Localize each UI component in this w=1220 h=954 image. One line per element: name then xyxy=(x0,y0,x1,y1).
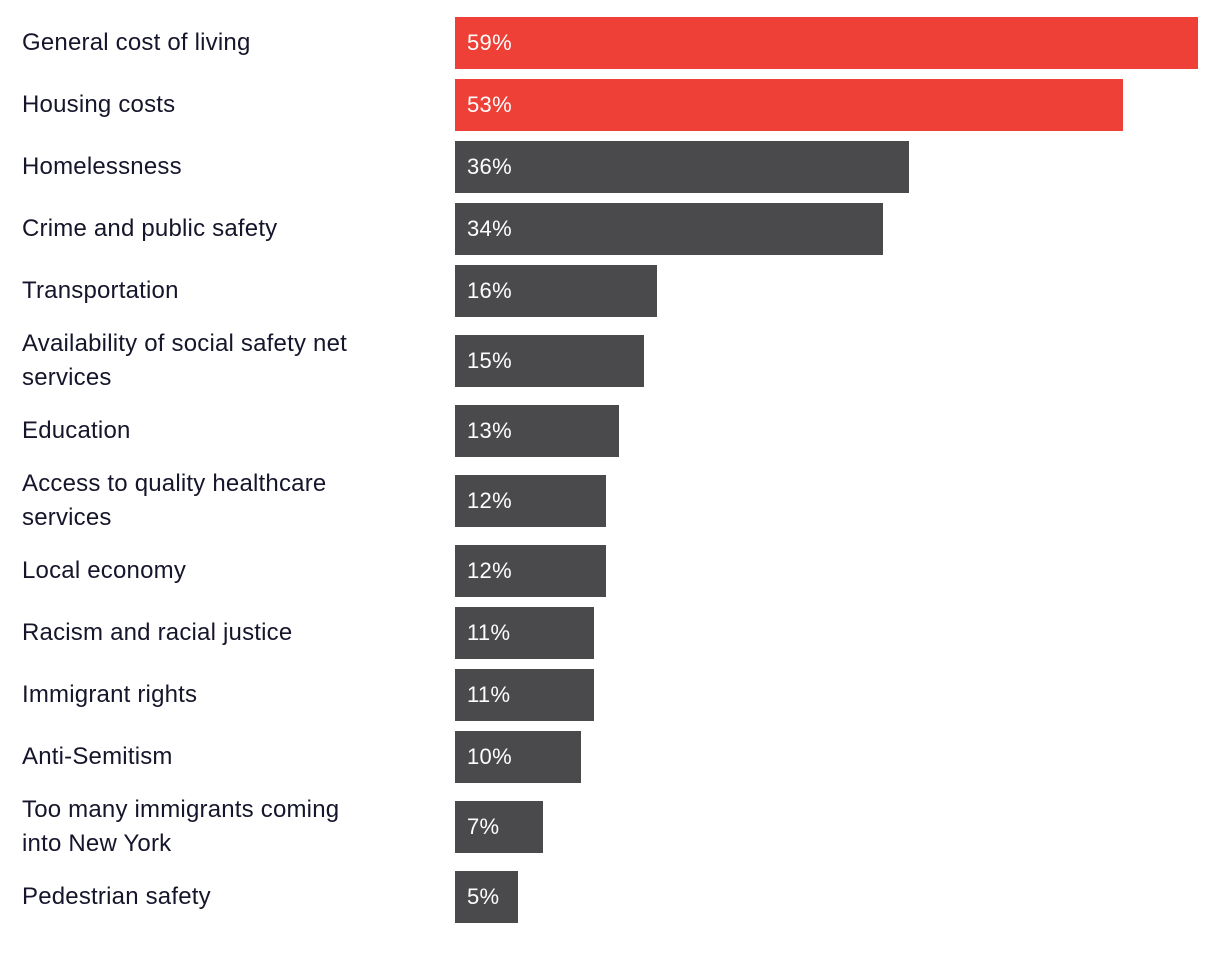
bar-value-label: 16% xyxy=(467,278,512,303)
bar: 10% xyxy=(455,731,581,783)
bar-value-label: 36% xyxy=(467,154,512,179)
chart-row: General cost of living 59% xyxy=(22,17,1220,69)
category-label: Racism and racial justice xyxy=(22,619,293,646)
bar: 53% xyxy=(455,79,1123,131)
category-label: Transportation xyxy=(22,277,179,304)
chart-row: Too many immigrants coming into New York… xyxy=(22,793,1220,861)
chart-row: Anti-Semitism 10% xyxy=(22,731,1220,783)
bar-area: 13% xyxy=(455,405,1220,457)
bar-value-label: 15% xyxy=(467,348,512,373)
bar-area: 36% xyxy=(455,141,1220,193)
bar-area: 11% xyxy=(455,607,1220,659)
bar-area: 12% xyxy=(455,545,1220,597)
chart-row: Immigrant rights 11% xyxy=(22,669,1220,721)
category-label: Crime and public safety xyxy=(22,215,278,242)
bar: 16% xyxy=(455,265,657,317)
category-label: Local economy xyxy=(22,557,187,584)
bar-area: 15% xyxy=(455,335,1220,387)
bar-area: 34% xyxy=(455,203,1220,255)
bar-value-label: 59% xyxy=(467,30,512,55)
bar-value-label: 12% xyxy=(467,488,512,513)
category-label: Availability of social safety net servic… xyxy=(22,330,347,391)
chart-row: Access to quality healthcare services 12… xyxy=(22,467,1220,535)
bar-value-label: 53% xyxy=(467,92,512,117)
chart-row: Pedestrian safety 5% xyxy=(22,871,1220,923)
bar-value-label: 10% xyxy=(467,744,512,769)
bar-chart: General cost of living 59% Housing costs… xyxy=(22,17,1220,923)
bar-area: 5% xyxy=(455,871,1220,923)
bar-area: 7% xyxy=(455,801,1220,853)
bar: 13% xyxy=(455,405,619,457)
category-label: Housing costs xyxy=(22,91,176,118)
bar: 12% xyxy=(455,545,606,597)
bar-value-label: 5% xyxy=(467,884,500,909)
bar: 12% xyxy=(455,475,606,527)
bar: 11% xyxy=(455,669,594,721)
bar-area: 16% xyxy=(455,265,1220,317)
bar-area: 10% xyxy=(455,731,1220,783)
chart-row: Housing costs 53% xyxy=(22,79,1220,131)
category-label: Access to quality healthcare services xyxy=(22,470,327,531)
bar-value-label: 11% xyxy=(467,682,511,707)
bar: 36% xyxy=(455,141,909,193)
chart-row: Crime and public safety 34% xyxy=(22,203,1220,255)
bar-value-label: 34% xyxy=(467,216,512,241)
chart-row: Availability of social safety net servic… xyxy=(22,327,1220,395)
bar: 59% xyxy=(455,17,1198,69)
chart-row: Homelessness 36% xyxy=(22,141,1220,193)
chart-row: Local economy 12% xyxy=(22,545,1220,597)
bar-area: 12% xyxy=(455,475,1220,527)
category-label: General cost of living xyxy=(22,29,251,56)
bar: 5% xyxy=(455,871,518,923)
category-label: Anti-Semitism xyxy=(22,743,173,770)
bar-area: 11% xyxy=(455,669,1220,721)
bar: 34% xyxy=(455,203,883,255)
bar-value-label: 12% xyxy=(467,558,512,583)
bar: 7% xyxy=(455,801,543,853)
category-label: Immigrant rights xyxy=(22,681,198,708)
category-label: Education xyxy=(22,417,131,444)
bar-value-label: 13% xyxy=(467,418,512,443)
chart-row: Racism and racial justice 11% xyxy=(22,607,1220,659)
category-label: Homelessness xyxy=(22,153,182,180)
bar-value-label: 11% xyxy=(467,620,511,645)
bar-area: 59% xyxy=(455,17,1220,69)
bar-value-label: 7% xyxy=(467,814,500,839)
category-label: Pedestrian safety xyxy=(22,883,211,910)
chart-row: Transportation 16% xyxy=(22,265,1220,317)
bar-area: 53% xyxy=(455,79,1220,131)
bar: 15% xyxy=(455,335,644,387)
bar: 11% xyxy=(455,607,594,659)
chart-row: Education 13% xyxy=(22,405,1220,457)
category-label: Too many immigrants coming into New York xyxy=(22,796,340,857)
